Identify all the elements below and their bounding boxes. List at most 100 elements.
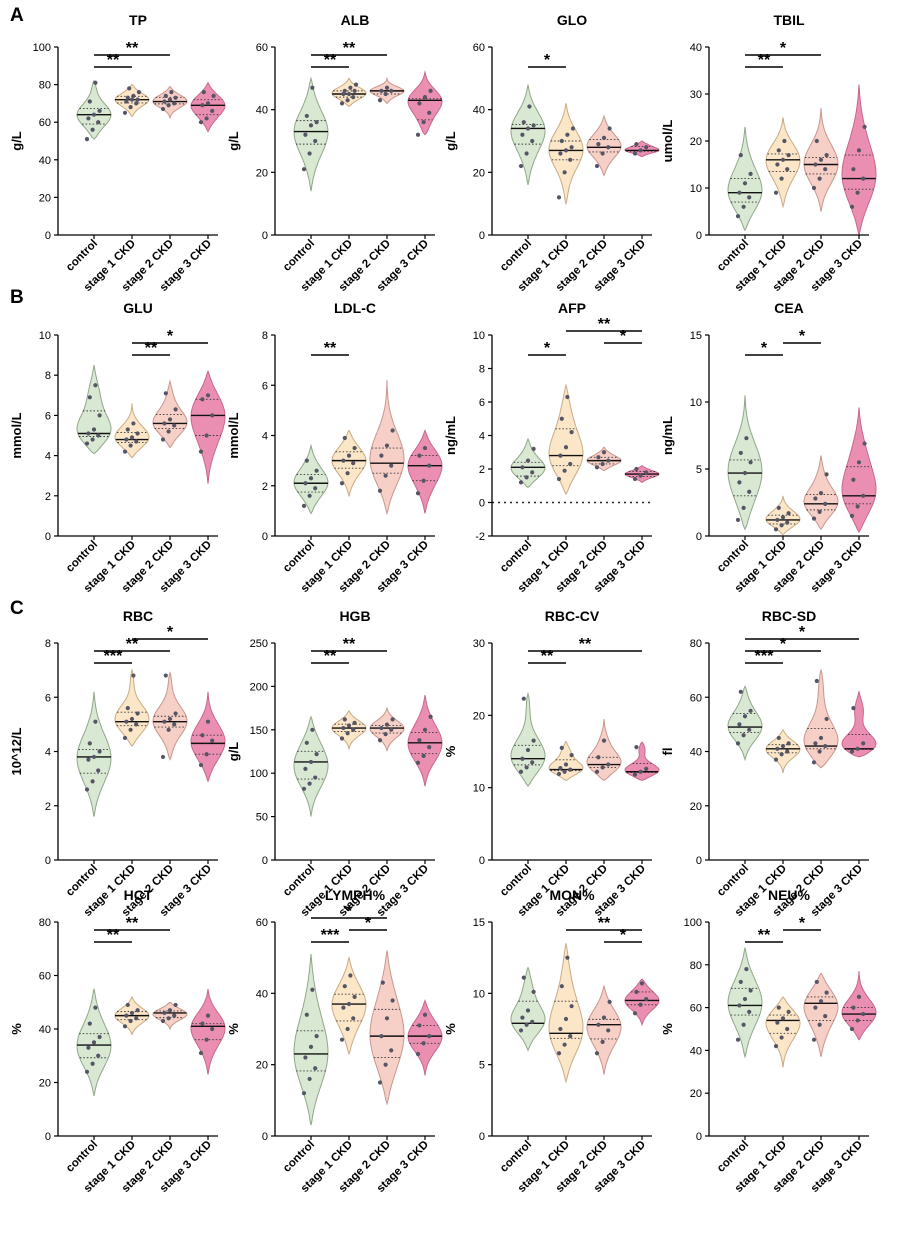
y-tick-label: 40 — [690, 747, 702, 759]
data-point — [601, 135, 607, 140]
data-point — [525, 1008, 531, 1013]
y-tick-label: 0 — [45, 855, 51, 867]
y-tick-label: 20 — [473, 710, 485, 722]
data-point — [856, 460, 862, 465]
data-point — [91, 1040, 97, 1045]
data-point — [780, 515, 786, 520]
data-point — [779, 752, 784, 757]
data-point — [339, 481, 345, 486]
data-point — [594, 1051, 600, 1056]
data-point — [346, 91, 352, 97]
data-point — [601, 738, 607, 743]
data-point — [744, 966, 749, 972]
y-tick-label: 100 — [684, 917, 702, 929]
data-point — [163, 673, 168, 678]
y-tick-label: 20 — [256, 167, 268, 179]
data-point — [556, 195, 562, 200]
data-point — [351, 95, 356, 100]
y-tick-label: 15 — [473, 917, 485, 929]
y-tick-label: 10 — [473, 988, 485, 1000]
data-point — [862, 124, 867, 129]
data-point — [417, 738, 422, 743]
data-point — [205, 719, 211, 724]
data-point — [90, 127, 95, 132]
y-axis-label: mmol/L — [226, 412, 241, 458]
data-point — [776, 505, 781, 510]
data-point — [824, 153, 829, 158]
data-point — [303, 1055, 308, 1060]
data-point — [856, 994, 862, 1000]
data-point — [814, 138, 819, 144]
violin-1 — [727, 685, 763, 762]
data-point — [855, 190, 860, 195]
data-point — [773, 190, 779, 195]
data-point — [634, 745, 639, 750]
data-point — [127, 86, 132, 91]
data-point — [744, 436, 749, 441]
data-point — [352, 445, 357, 451]
data-point — [775, 1020, 780, 1025]
data-point — [525, 747, 531, 753]
data-point — [353, 82, 359, 87]
data-point — [773, 1044, 779, 1049]
data-point — [211, 93, 216, 98]
data-point — [383, 91, 388, 97]
data-point — [415, 760, 421, 765]
significance-label: * — [167, 328, 174, 345]
y-tick-label: 8 — [262, 330, 268, 342]
data-point — [817, 509, 822, 514]
data-point — [518, 769, 524, 774]
data-point — [205, 393, 211, 398]
data-point — [563, 1016, 569, 1022]
data-point — [308, 123, 314, 128]
data-point — [748, 988, 753, 993]
data-point — [91, 112, 97, 117]
data-point — [125, 95, 130, 100]
violin-3 — [152, 85, 188, 119]
violin-4 — [624, 741, 660, 781]
data-point — [131, 421, 136, 426]
y-axis-label: % — [9, 1023, 24, 1035]
data-point — [776, 148, 781, 153]
data-point — [634, 142, 639, 147]
y-tick-label: 5 — [479, 1060, 485, 1072]
data-point — [786, 511, 791, 516]
data-point — [861, 493, 866, 498]
data-point — [856, 148, 862, 153]
y-tick-label: 60 — [690, 1003, 702, 1015]
data-point — [422, 1012, 428, 1017]
data-point — [303, 132, 308, 137]
data-point — [562, 468, 567, 473]
data-point — [384, 1016, 390, 1021]
data-point — [775, 162, 780, 167]
data-point — [779, 523, 784, 528]
data-point — [131, 93, 136, 98]
data-point — [851, 1005, 856, 1010]
data-point — [773, 527, 779, 532]
data-point — [861, 741, 866, 746]
y-tick-label: 100 — [250, 768, 268, 780]
data-point — [562, 1042, 567, 1047]
data-point — [310, 987, 315, 992]
data-point — [849, 204, 855, 209]
data-point — [565, 955, 570, 960]
data-point — [200, 733, 205, 738]
data-point — [377, 738, 383, 743]
violin-4 — [190, 691, 226, 783]
data-point — [811, 760, 817, 765]
violin-3 — [586, 718, 622, 781]
violin-3 — [152, 1001, 188, 1031]
data-point — [644, 145, 649, 150]
violin-3 — [152, 671, 188, 761]
y-tick-label: 4 — [479, 431, 485, 443]
chart-title: GLU — [123, 300, 153, 316]
violin-2 — [548, 383, 584, 496]
data-point — [632, 772, 638, 777]
violin-1 — [293, 76, 329, 192]
y-tick-label: 0 — [45, 230, 51, 242]
